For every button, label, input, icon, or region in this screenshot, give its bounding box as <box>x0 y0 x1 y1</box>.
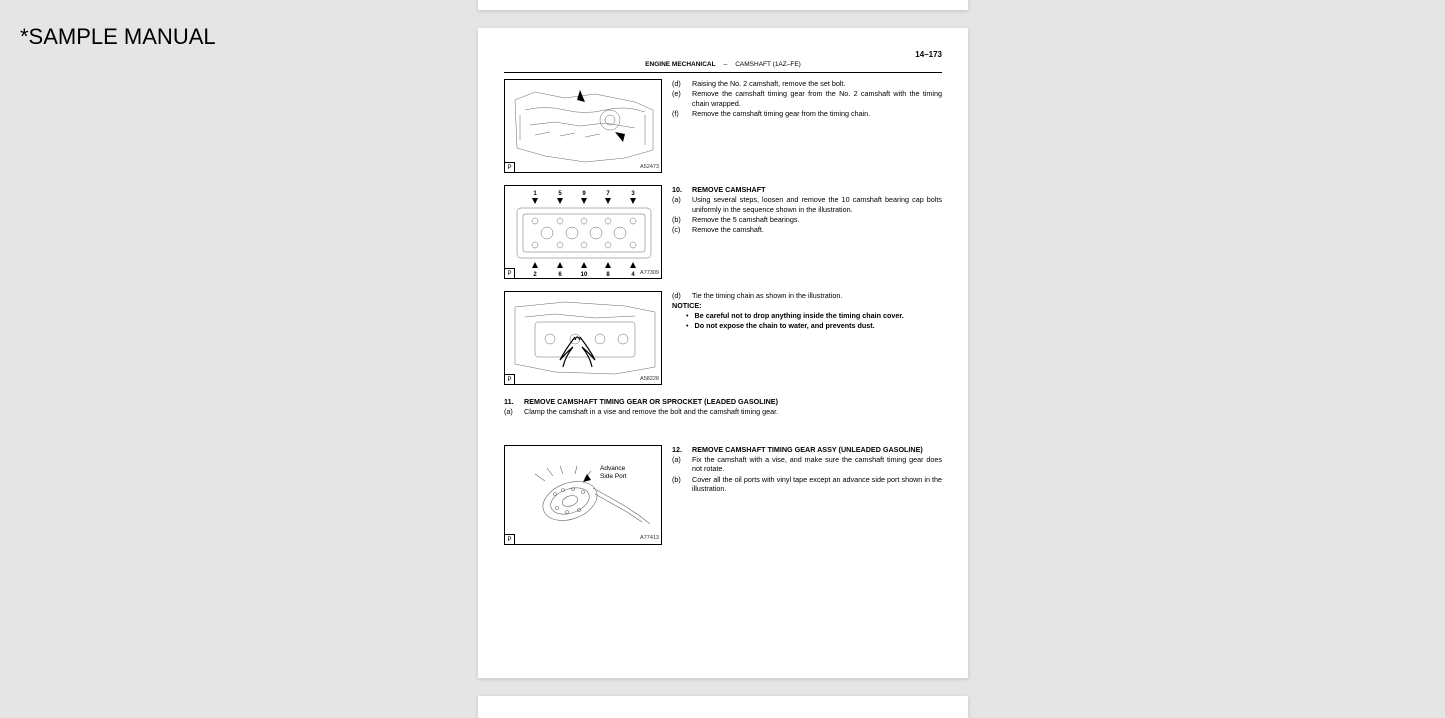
instruction-text-1: (d) Raising the No. 2 camshaft, remove th… <box>672 79 942 173</box>
step-label: (c) <box>672 225 686 234</box>
instruction-text-4: 12. REMOVE CAMSHAFT TIMING GEAR ASSY (UNL… <box>672 445 942 545</box>
manual-page: 14–173 ENGINE MECHANICAL – CAMSHAFT (1AZ… <box>478 28 968 678</box>
step-number: 12. <box>672 445 686 454</box>
step-text: Raising the No. 2 camshaft, remove the s… <box>692 79 845 88</box>
instruction-text-3: (d) Tie the timing chain as shown in the … <box>672 291 942 385</box>
figure-4: Advance Side Port P A77413 <box>504 445 662 545</box>
step-number: 11. <box>504 397 518 406</box>
figure-id: A77413 <box>640 535 659 542</box>
figure-p-mark: P <box>505 534 515 544</box>
step-label: (d) <box>672 79 686 88</box>
side-port-label: Side Port <box>600 473 627 480</box>
figure-p-mark: P <box>505 268 515 278</box>
step-title: REMOVE CAMSHAFT TIMING GEAR ASSY (UNLEAD… <box>692 445 923 454</box>
step-title: REMOVE CAMSHAFT <box>692 185 765 194</box>
step-text: Remove the camshaft timing gear from the… <box>692 89 942 108</box>
engine-diagram-icon <box>505 80 663 174</box>
figure-3: P A58228 <box>504 291 662 385</box>
seq-num: 8 <box>606 272 610 278</box>
sample-manual-label: *SAMPLE MANUAL <box>20 24 216 50</box>
timing-gear-assy-icon: Advance Side Port <box>505 446 663 546</box>
step-text: Clamp the camshaft in a vise and remove … <box>524 407 778 416</box>
seq-num: 3 <box>631 191 635 197</box>
notice-label: NOTICE: <box>672 301 942 310</box>
step-label: (f) <box>672 109 686 118</box>
next-page-sliver <box>478 696 968 718</box>
bullet-icon: • <box>686 311 689 320</box>
instruction-block-3: P A58228 (d) Tie the timing chain as show… <box>504 291 942 385</box>
instruction-block-2: 1 5 9 7 3 2 6 10 8 4 P A77309 10. REMOVE … <box>504 185 942 279</box>
figure-id: A58228 <box>640 376 659 383</box>
bullet-icon: • <box>686 321 689 330</box>
figure-2: 1 5 9 7 3 2 6 10 8 4 P A77309 <box>504 185 662 279</box>
seq-num: 10 <box>581 272 588 278</box>
previous-page-sliver <box>478 0 968 10</box>
step-label: (b) <box>672 215 686 224</box>
figure-id: A52473 <box>640 164 659 171</box>
figure-id: A77309 <box>640 270 659 277</box>
notice-text: Be careful not to drop anything inside t… <box>695 311 904 320</box>
step-text: Fix the camshaft with a vise, and make s… <box>692 455 942 474</box>
seq-num: 6 <box>558 272 562 278</box>
step-number: 10. <box>672 185 686 194</box>
bolt-sequence-diagram-icon: 1 5 9 7 3 2 6 10 8 4 <box>505 186 663 280</box>
header-section: ENGINE MECHANICAL <box>645 61 715 69</box>
instruction-step-11: 11. REMOVE CAMSHAFT TIMING GEAR OR SPROCK… <box>504 397 942 417</box>
advance-label: Advance <box>600 465 626 472</box>
timing-chain-tie-icon <box>505 292 663 386</box>
figure-p-mark: P <box>505 374 515 384</box>
step-text: Using several steps, loosen and remove t… <box>692 195 942 214</box>
step-text: Remove the camshaft timing gear from the… <box>692 109 870 118</box>
step-label: (a) <box>672 195 686 214</box>
step-text: Remove the 5 camshaft bearings. <box>692 215 799 224</box>
step-label: (a) <box>504 407 518 416</box>
instruction-block-4: Advance Side Port P A77413 12. REMOVE CAM… <box>504 445 942 545</box>
seq-num: 9 <box>582 191 586 197</box>
page-number: 14–173 <box>504 50 942 60</box>
notice-text: Do not expose the chain to water, and pr… <box>695 321 875 330</box>
seq-num: 5 <box>558 191 562 197</box>
step-text: Remove the camshaft. <box>692 225 764 234</box>
seq-num: 7 <box>606 191 610 197</box>
seq-num: 4 <box>631 272 635 278</box>
page-header: ENGINE MECHANICAL – CAMSHAFT (1AZ–FE) <box>504 61 942 72</box>
step-text: Cover all the oil ports with vinyl tape … <box>692 475 942 494</box>
step-label: (a) <box>672 455 686 474</box>
instruction-text-2: 10. REMOVE CAMSHAFT (a) Using several step… <box>672 185 942 279</box>
step-title: REMOVE CAMSHAFT TIMING GEAR OR SPROCKET … <box>524 397 778 406</box>
step-label: (d) <box>672 291 686 300</box>
step-label: (b) <box>672 475 686 494</box>
instruction-block-1: P A52473 (d) Raising the No. 2 camshaft, … <box>504 79 942 173</box>
step-label: (e) <box>672 89 686 108</box>
step-text: Tie the timing chain as shown in the ill… <box>692 291 842 300</box>
header-subsection: CAMSHAFT (1AZ–FE) <box>735 61 801 69</box>
header-separator: – <box>724 61 728 69</box>
figure-1: P A52473 <box>504 79 662 173</box>
seq-num: 2 <box>533 272 537 278</box>
seq-num: 1 <box>533 191 537 197</box>
figure-p-mark: P <box>505 162 515 172</box>
